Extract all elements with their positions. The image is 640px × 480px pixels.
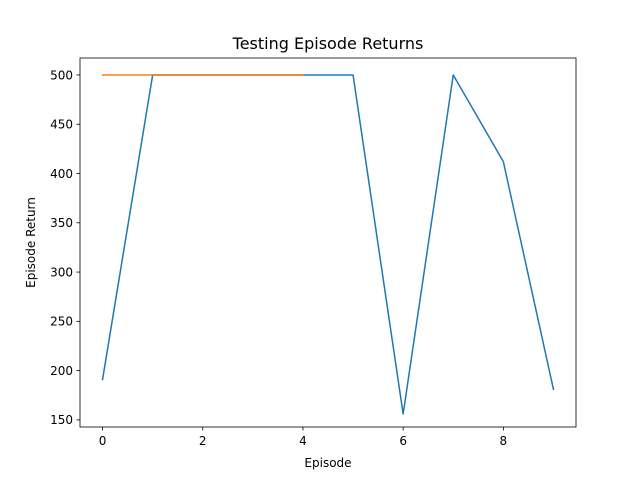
plot-frame	[79, 57, 577, 428]
y-tick-label: 250	[50, 315, 73, 329]
x-tick-label: 6	[399, 434, 407, 448]
y-tick-label: 500	[50, 68, 73, 82]
x-tick-label: 8	[500, 434, 508, 448]
y-tick-label: 150	[50, 413, 73, 427]
y-tick-label: 350	[50, 216, 73, 230]
x-tick-label: 4	[299, 434, 307, 448]
x-tick-label: 2	[199, 434, 207, 448]
y-tick-label: 300	[50, 265, 73, 279]
x-axis-ticks: 0 2 4 6 8	[99, 427, 507, 448]
chart-title: Testing Episode Returns	[232, 34, 424, 53]
y-tick-label: 400	[50, 167, 73, 181]
y-axis-label: Episode Return	[24, 197, 38, 288]
y-axis-ticks: 150 200 250 300 350 400 450 500	[50, 68, 80, 427]
series-layer	[101, 74, 555, 415]
x-tick-label: 0	[99, 434, 107, 448]
x-axis-label: Episode	[304, 456, 351, 470]
y-tick-label: 450	[50, 118, 73, 132]
plot-area	[80, 58, 576, 427]
y-tick-label: 200	[50, 364, 73, 378]
